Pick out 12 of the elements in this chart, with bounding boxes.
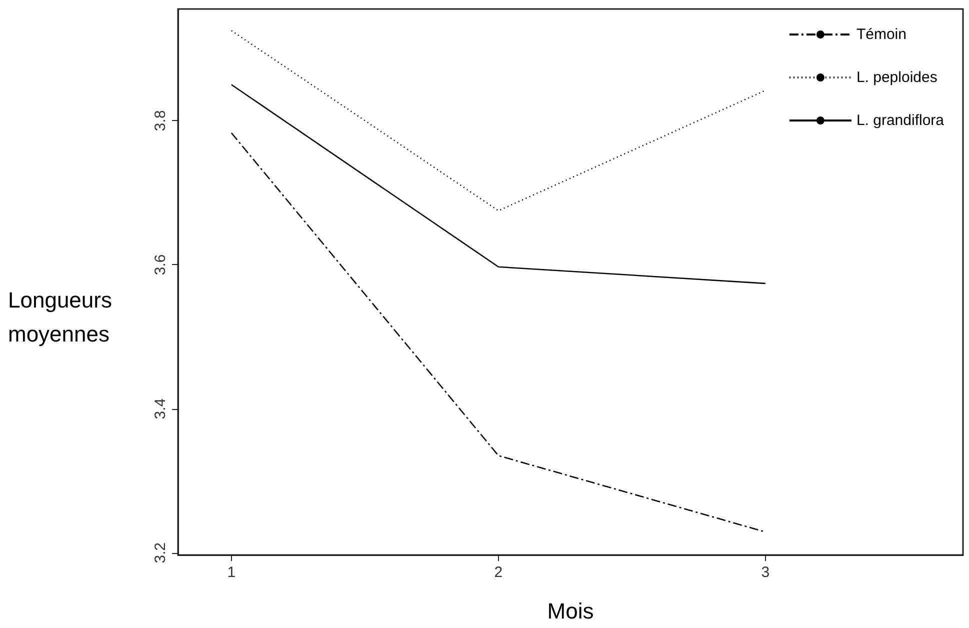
y-axis-title: Longueurs moyennes — [8, 288, 118, 346]
y-tick-label: 3.8 — [152, 110, 169, 132]
y-tick-label: 3.2 — [152, 542, 169, 564]
legend-label: L. grandiflora — [856, 112, 945, 129]
y-tick-label: 3.4 — [152, 398, 169, 420]
legend-label: Témoin — [856, 26, 906, 43]
y-tick-label: 3.6 — [152, 254, 169, 276]
x-tick-label: 3 — [761, 564, 770, 581]
legend-label: L. peploides — [856, 69, 938, 86]
x-axis-title: Mois — [547, 598, 594, 624]
x-tick-label: 2 — [494, 564, 503, 581]
x-tick-label: 1 — [227, 564, 236, 581]
